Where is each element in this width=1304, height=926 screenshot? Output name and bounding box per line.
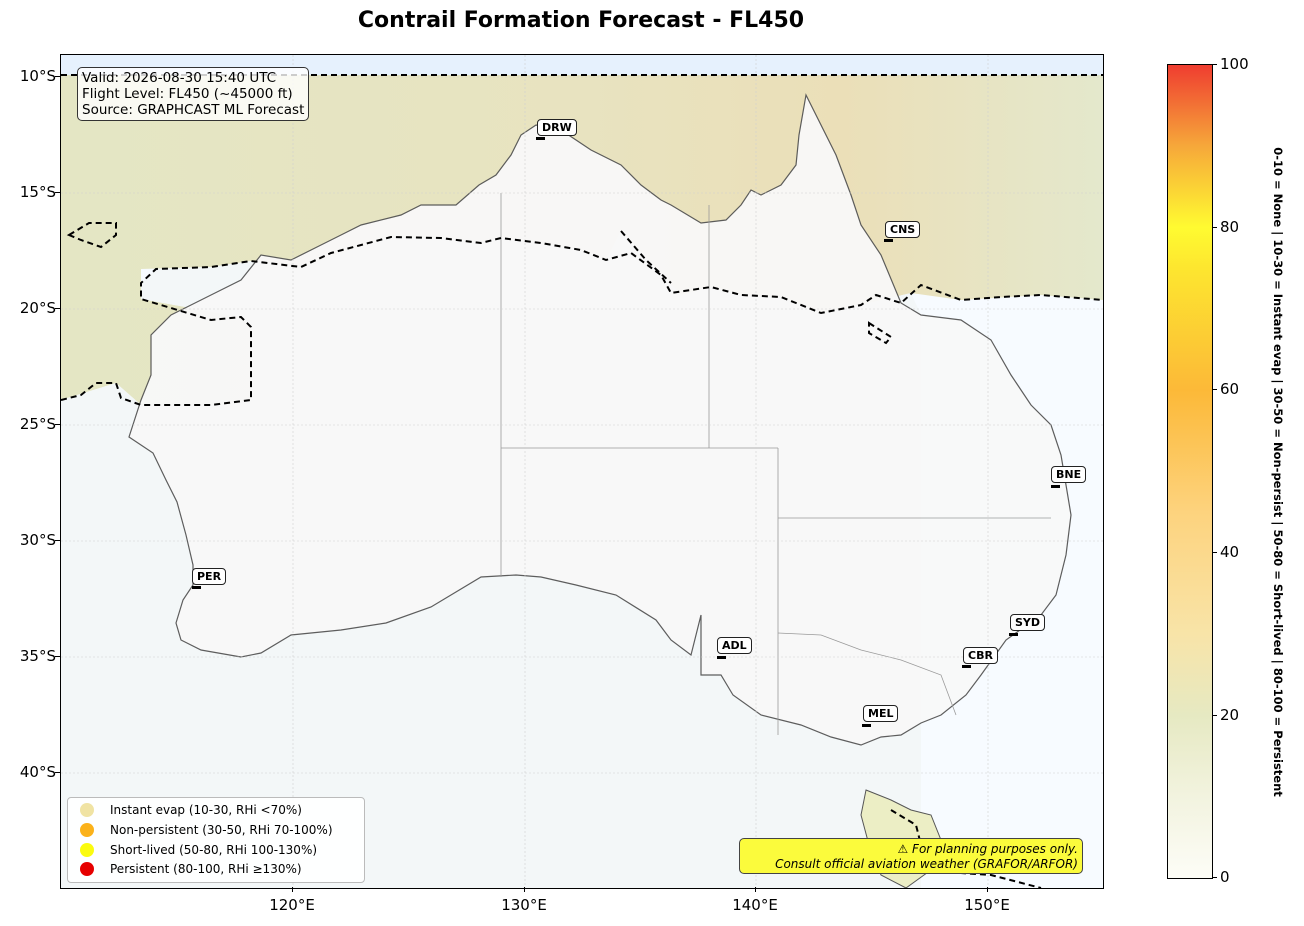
city-label-syd[interactable]: SYD [1010,614,1046,631]
xtick-mark [755,887,756,892]
disclaimer-line-2: Consult official aviation weather (GRAFO… [775,857,1078,871]
legend-label: Persistent (80-100, RHi ≥130%) [110,862,302,876]
disclaimer-line-1: ⚠ For planning purposes only. [897,842,1078,856]
flight-level: Flight Level: FL450 (~45000 ft) [82,86,293,102]
legend-label: Instant evap (10-30, RHi <70%) [110,803,302,817]
ytick-mark [55,656,60,657]
colorbar-tick [1212,227,1217,228]
legend-item: Instant evap (10-30, RHi <70%) [80,801,302,819]
map-canvas [61,55,1103,888]
disclaimer-box: ⚠ For planning purposes only. Consult of… [739,838,1083,874]
map-area[interactable] [60,54,1104,889]
ytick-mark [55,76,60,77]
colorbar-tick [1212,877,1217,878]
city-label-per[interactable]: PER [192,568,227,585]
ytick-label: 40°S [19,763,56,781]
city-label-adl[interactable]: ADL [717,637,752,654]
city-marker-icon [962,665,971,668]
colorbar-tick [1212,389,1217,390]
valid-time: Valid: 2026-08-30 15:40 UTC [82,70,277,86]
legend-swatch [80,862,94,876]
ytick-mark [55,540,60,541]
colorbar-label: 40 [1220,543,1240,561]
ytick-mark [55,772,60,773]
map-legend: Instant evap (10-30, RHi <70%) Non-persi… [67,797,365,883]
legend-label: Short-lived (50-80, RHi 100-130%) [110,843,318,857]
city-label-mel[interactable]: MEL [863,705,899,722]
city-marker-icon [862,724,871,727]
map-title: Contrail Formation Forecast - FL450 [357,8,805,33]
legend-item: Non-persistent (30-50, RHi 70-100%) [80,821,333,839]
ytick-label: 15°S [19,183,56,201]
city-marker-icon [884,239,893,242]
legend-item: Persistent (80-100, RHi ≥130%) [80,860,302,878]
city-marker-icon [536,137,545,140]
city-label-cbr[interactable]: CBR [963,647,998,664]
colorbar-label: 80 [1220,218,1240,236]
legend-label: Non-persistent (30-50, RHi 70-100%) [110,823,333,837]
xtick-mark [987,887,988,892]
colorbar-tick [1212,552,1217,553]
ytick-label: 25°S [19,415,56,433]
xtick-label: 140°E [732,896,778,914]
legend-item: Short-lived (50-80, RHi 100-130%) [80,841,317,859]
ytick-label: 20°S [19,299,56,317]
state-borders [500,193,1051,735]
colorbar [1167,64,1213,879]
colorbar-label: 100 [1220,55,1249,73]
city-label-drw[interactable]: DRW [537,119,577,136]
colorbar-label: 0 [1220,868,1230,886]
xtick-label: 130°E [501,896,547,914]
ytick-mark [55,192,60,193]
colorbar-category-label: 0-10 = None | 10-30 = Instant evap | 30-… [1271,147,1285,797]
ytick-mark [55,424,60,425]
graticule [61,55,1103,888]
xtick-mark [292,887,293,892]
city-label-cns[interactable]: CNS [885,221,921,238]
xtick-label: 150°E [964,896,1010,914]
colorbar-label: 60 [1220,380,1240,398]
legend-swatch [80,823,94,837]
city-marker-icon [1009,633,1018,636]
city-marker-icon [717,656,726,659]
ytick-mark [55,308,60,309]
xtick-label: 120°E [269,896,315,914]
colorbar-tick [1212,64,1217,65]
colorbar-label: 20 [1220,706,1240,724]
legend-swatch [80,843,94,857]
forecast-source: Source: GRAPHCAST ML Forecast [82,102,305,118]
australia-landmass [128,93,1072,746]
legend-swatch [80,803,94,817]
ytick-label: 35°S [19,647,56,665]
city-label-bne[interactable]: BNE [1051,466,1087,483]
xtick-mark [524,887,525,892]
city-marker-icon [192,586,201,589]
forecast-info-box: Valid: 2026-08-30 15:40 UTC Flight Level… [77,67,310,121]
ytick-label: 30°S [19,531,56,549]
colorbar-tick [1212,715,1217,716]
city-marker-icon [1051,485,1060,488]
top-strip [61,55,1103,75]
ytick-label: 10°S [19,67,56,85]
